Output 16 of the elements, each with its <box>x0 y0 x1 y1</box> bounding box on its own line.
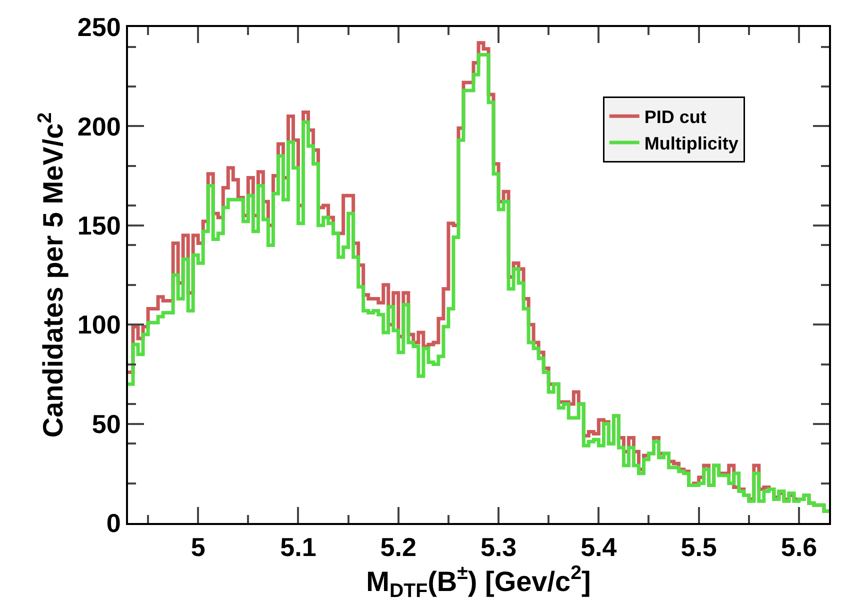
x-tick-label: 5.5 <box>680 532 717 562</box>
y-tick-label: 150 <box>77 210 121 240</box>
legend-label: Multiplicity <box>644 134 738 154</box>
y-tick-label: 50 <box>92 408 121 439</box>
x-tick-label: 5 <box>190 532 206 562</box>
legend-label: PID cut <box>644 107 706 128</box>
x-tick-label: 5.4 <box>580 532 618 562</box>
y-tick-label: 250 <box>77 12 121 42</box>
x-tick-label: 5.6 <box>780 532 818 562</box>
x-tick-label: 5.2 <box>380 532 416 562</box>
x-axis-title: M$_{DTF}$(B$^{±}$) [Gev/c$^{2}$] <box>366 562 591 602</box>
y-tick-label: 200 <box>77 111 121 142</box>
y-tick-label: 100 <box>77 310 121 340</box>
x-tick-label: 5.1 <box>280 532 316 562</box>
y-tick-label: 0 <box>106 508 121 538</box>
x-tick-label: 5.3 <box>480 532 517 562</box>
